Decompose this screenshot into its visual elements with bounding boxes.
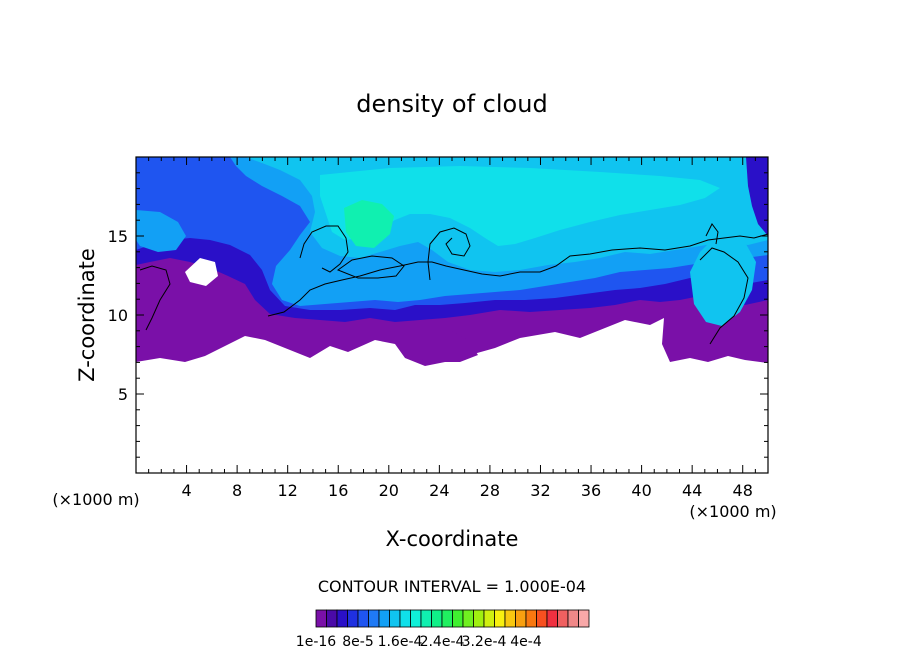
colorbar-swatch xyxy=(357,609,369,628)
colorbar-swatch xyxy=(462,609,474,628)
x-tick-label: 24 xyxy=(429,481,449,500)
density-gap-left xyxy=(185,258,218,286)
density-region-right-edge xyxy=(746,157,768,236)
colorbar-labels: 1e-16 8e-5 1.6e-42.4e-43.2e-4 4e-4 xyxy=(296,634,542,650)
y-axis-label: Z-coordinate xyxy=(75,248,99,382)
colorbar-swatch xyxy=(567,609,579,628)
x-tick-label: 48 xyxy=(733,481,753,500)
colorbar-swatch xyxy=(378,609,390,628)
contour-line-blob xyxy=(336,255,405,279)
x-tick-label: 8 xyxy=(232,481,242,500)
density-region-right-plume xyxy=(690,236,756,326)
colorbar-label: 3.2e-4 xyxy=(462,634,507,650)
contour-line-right xyxy=(699,247,749,345)
colorbar-label: 1.6e-4 xyxy=(378,634,423,650)
x-tick-label: 32 xyxy=(530,481,550,500)
density-region-core xyxy=(344,200,394,248)
y-tick-label: 5 xyxy=(118,385,128,404)
colorbar-swatch xyxy=(420,609,432,628)
colorbar-swatch xyxy=(410,609,422,628)
colorbar xyxy=(315,609,590,628)
colorbar-label: 8e-5 xyxy=(342,634,373,650)
colorbar-label: 4e-4 xyxy=(510,634,542,650)
x-axis-units: (×1000 m) xyxy=(689,502,776,521)
colorbar-swatch xyxy=(515,609,527,628)
y-axis: 5 10 15 xyxy=(108,156,768,474)
density-region-pale-cyan xyxy=(320,166,720,246)
contour-line-swirl xyxy=(427,227,471,281)
x-tick-label: 20 xyxy=(379,481,399,500)
colorbar-swatch xyxy=(525,609,537,628)
density-region-low-patch xyxy=(408,330,478,362)
density-region-cyan-left-lobe xyxy=(136,210,186,252)
x-tick-label: 4 xyxy=(181,481,191,500)
colorbar-swatch xyxy=(315,609,327,628)
density-field xyxy=(136,157,768,366)
x-tick-label: 44 xyxy=(682,481,702,500)
x-axis: 4 8 12 16 20 24 28 32 36 40 44 48 xyxy=(135,157,769,500)
colorbar-swatch xyxy=(336,609,348,628)
colorbar-label: 2.4e-4 xyxy=(420,634,465,650)
colorbar-swatch xyxy=(557,609,569,628)
x-axis-label: X-coordinate xyxy=(386,527,519,551)
colorbar-swatch xyxy=(452,609,464,628)
x-tick-label: 40 xyxy=(631,481,651,500)
colorbar-swatch xyxy=(578,609,590,628)
x-tick-label: 16 xyxy=(328,481,348,500)
colorbar-swatch xyxy=(536,609,548,628)
contour-line-left xyxy=(139,265,171,331)
y-tick-label: 15 xyxy=(108,227,128,246)
colorbar-swatch xyxy=(494,609,506,628)
colorbar-label: 1e-16 xyxy=(296,634,336,650)
y-axis-units: (×1000 m) xyxy=(52,490,139,509)
x-tick-label: 36 xyxy=(581,481,601,500)
x-tick-label: 12 xyxy=(278,481,298,500)
contour-interval-label: CONTOUR INTERVAL = 1.000E-04 xyxy=(318,577,586,596)
colorbar-swatch xyxy=(389,609,401,628)
colorbar-swatch xyxy=(347,609,359,628)
contour-line-main xyxy=(267,233,768,317)
contour-line-right-upper xyxy=(705,223,719,245)
contour-line-upper xyxy=(299,225,349,273)
colorbar-swatch xyxy=(399,609,411,628)
colorbar-swatch xyxy=(546,609,558,628)
colorbar-swatch xyxy=(326,609,338,628)
colorbar-swatch xyxy=(441,609,453,628)
colorbar-swatch xyxy=(473,609,485,628)
y-tick-label: 10 xyxy=(108,306,128,325)
chart-title: density of cloud xyxy=(356,90,547,118)
colorbar-swatch xyxy=(504,609,516,628)
colorbar-swatch xyxy=(431,609,443,628)
colorbar-swatch xyxy=(483,609,495,628)
colorbar-swatch xyxy=(368,609,380,628)
x-tick-label: 28 xyxy=(480,481,500,500)
density-gap-mid xyxy=(550,336,562,345)
